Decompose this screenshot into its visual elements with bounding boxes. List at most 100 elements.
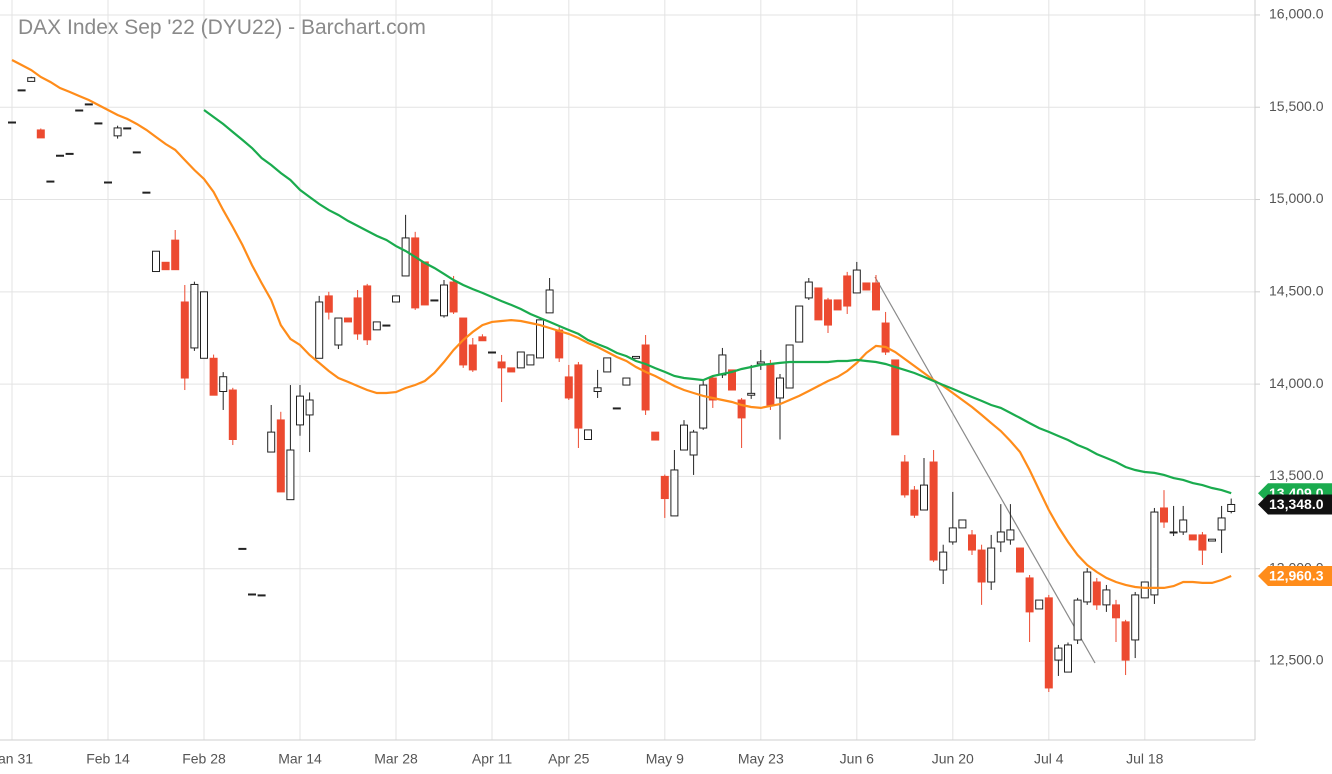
candle-body bbox=[948, 527, 957, 543]
x-tick-label: Jul 4 bbox=[1034, 751, 1064, 767]
x-tick-label: Apr 11 bbox=[472, 751, 512, 767]
candle-body bbox=[296, 395, 304, 426]
y-tick-label: 15,000.0 bbox=[1269, 190, 1324, 206]
candle-body bbox=[440, 284, 448, 317]
candle-body bbox=[1227, 503, 1236, 512]
candle-body bbox=[363, 285, 372, 341]
x-tick-label: Mar 28 bbox=[374, 751, 418, 767]
candle-body bbox=[958, 519, 967, 529]
candle-body bbox=[564, 376, 573, 399]
grid-layer bbox=[0, 0, 1260, 740]
candle-body bbox=[1112, 604, 1120, 619]
candle-body bbox=[478, 336, 487, 342]
candle-body bbox=[708, 377, 717, 401]
candle-body bbox=[862, 282, 871, 291]
candle-body bbox=[401, 237, 410, 277]
candle-body bbox=[555, 329, 564, 359]
label-layer: 12,500.013,000.013,500.014,000.014,500.0… bbox=[0, 6, 1332, 767]
candle-body bbox=[152, 250, 160, 273]
candle-body bbox=[603, 357, 612, 373]
candle-body bbox=[420, 261, 429, 306]
candle-body bbox=[833, 299, 842, 311]
candle-body bbox=[1025, 577, 1034, 613]
candle-body bbox=[689, 431, 698, 456]
candle-body bbox=[699, 384, 708, 429]
candle-body bbox=[334, 317, 343, 346]
candle-body bbox=[737, 399, 746, 419]
mark-layer bbox=[8, 59, 1236, 693]
candle-body bbox=[411, 237, 420, 309]
candle-body bbox=[968, 534, 976, 551]
candle-body bbox=[612, 407, 621, 410]
candle-body bbox=[987, 547, 996, 583]
candle-body bbox=[622, 377, 631, 386]
candle-body bbox=[852, 269, 861, 294]
candle-body bbox=[728, 369, 736, 391]
y-tick-label: 12,500.0 bbox=[1269, 652, 1324, 668]
candle-body bbox=[468, 344, 477, 371]
candle-body bbox=[248, 593, 256, 596]
candle-body bbox=[900, 461, 909, 496]
candle-body bbox=[660, 475, 669, 500]
moving-average-line bbox=[11, 59, 1232, 589]
candle-body bbox=[209, 357, 218, 396]
candle-body bbox=[180, 301, 189, 379]
candle-body bbox=[200, 291, 208, 359]
candle-body bbox=[36, 129, 45, 139]
x-tick-label: Apr 25 bbox=[548, 751, 589, 767]
candle-body bbox=[1102, 589, 1111, 606]
candle-body bbox=[238, 547, 247, 550]
x-tick-label: Feb 28 bbox=[182, 751, 226, 767]
y-tick-label: 14,500.0 bbox=[1269, 283, 1324, 299]
candle-body bbox=[17, 89, 26, 92]
candle-body bbox=[756, 361, 765, 365]
candle-body bbox=[977, 549, 986, 583]
y-tick-label: 15,500.0 bbox=[1269, 98, 1324, 114]
candle-body bbox=[1140, 581, 1149, 599]
candle-body bbox=[1121, 621, 1130, 661]
candle-body bbox=[872, 282, 880, 311]
candle-body bbox=[353, 297, 362, 335]
candle-body bbox=[804, 281, 813, 299]
candle-body bbox=[113, 127, 122, 137]
candle-body bbox=[75, 109, 84, 112]
x-tick-label: Jun 20 bbox=[932, 751, 974, 767]
candle-body bbox=[344, 317, 352, 323]
candle-body bbox=[1208, 538, 1216, 542]
candle-body bbox=[1044, 597, 1053, 689]
candle-body bbox=[641, 344, 650, 411]
candle-body bbox=[161, 261, 170, 271]
candle-body bbox=[276, 419, 285, 493]
candle-body bbox=[94, 122, 103, 125]
y-tick-label: 16,000.0 bbox=[1269, 6, 1324, 22]
candle-body bbox=[1092, 581, 1101, 606]
last-value-tag bbox=[1258, 566, 1332, 587]
candle-body bbox=[670, 469, 679, 517]
candle-body bbox=[1188, 534, 1197, 541]
candle-body bbox=[267, 431, 276, 453]
candle-body bbox=[584, 429, 592, 440]
candle-body bbox=[651, 431, 660, 441]
last-value-label: 13,348.0 bbox=[1269, 496, 1324, 512]
candle-body bbox=[84, 103, 93, 106]
candle-body bbox=[593, 387, 602, 393]
candle-body bbox=[891, 359, 900, 436]
candle-body bbox=[996, 531, 1005, 543]
candle-body bbox=[1217, 517, 1226, 531]
trend-line bbox=[874, 276, 1096, 664]
candle-body bbox=[632, 355, 640, 359]
candle-body bbox=[257, 594, 266, 597]
candle-body bbox=[382, 324, 391, 327]
candle-body bbox=[824, 299, 832, 326]
candle-body bbox=[1131, 594, 1140, 641]
candle-body bbox=[1054, 647, 1063, 661]
candle-body bbox=[27, 77, 36, 82]
candle-body bbox=[8, 121, 16, 124]
candle-body bbox=[718, 354, 727, 376]
candle-body bbox=[1035, 599, 1044, 610]
candle-body bbox=[228, 389, 237, 440]
candle-body bbox=[1064, 644, 1072, 673]
candle-body bbox=[526, 354, 535, 366]
y-tick-label: 14,000.0 bbox=[1269, 375, 1324, 391]
